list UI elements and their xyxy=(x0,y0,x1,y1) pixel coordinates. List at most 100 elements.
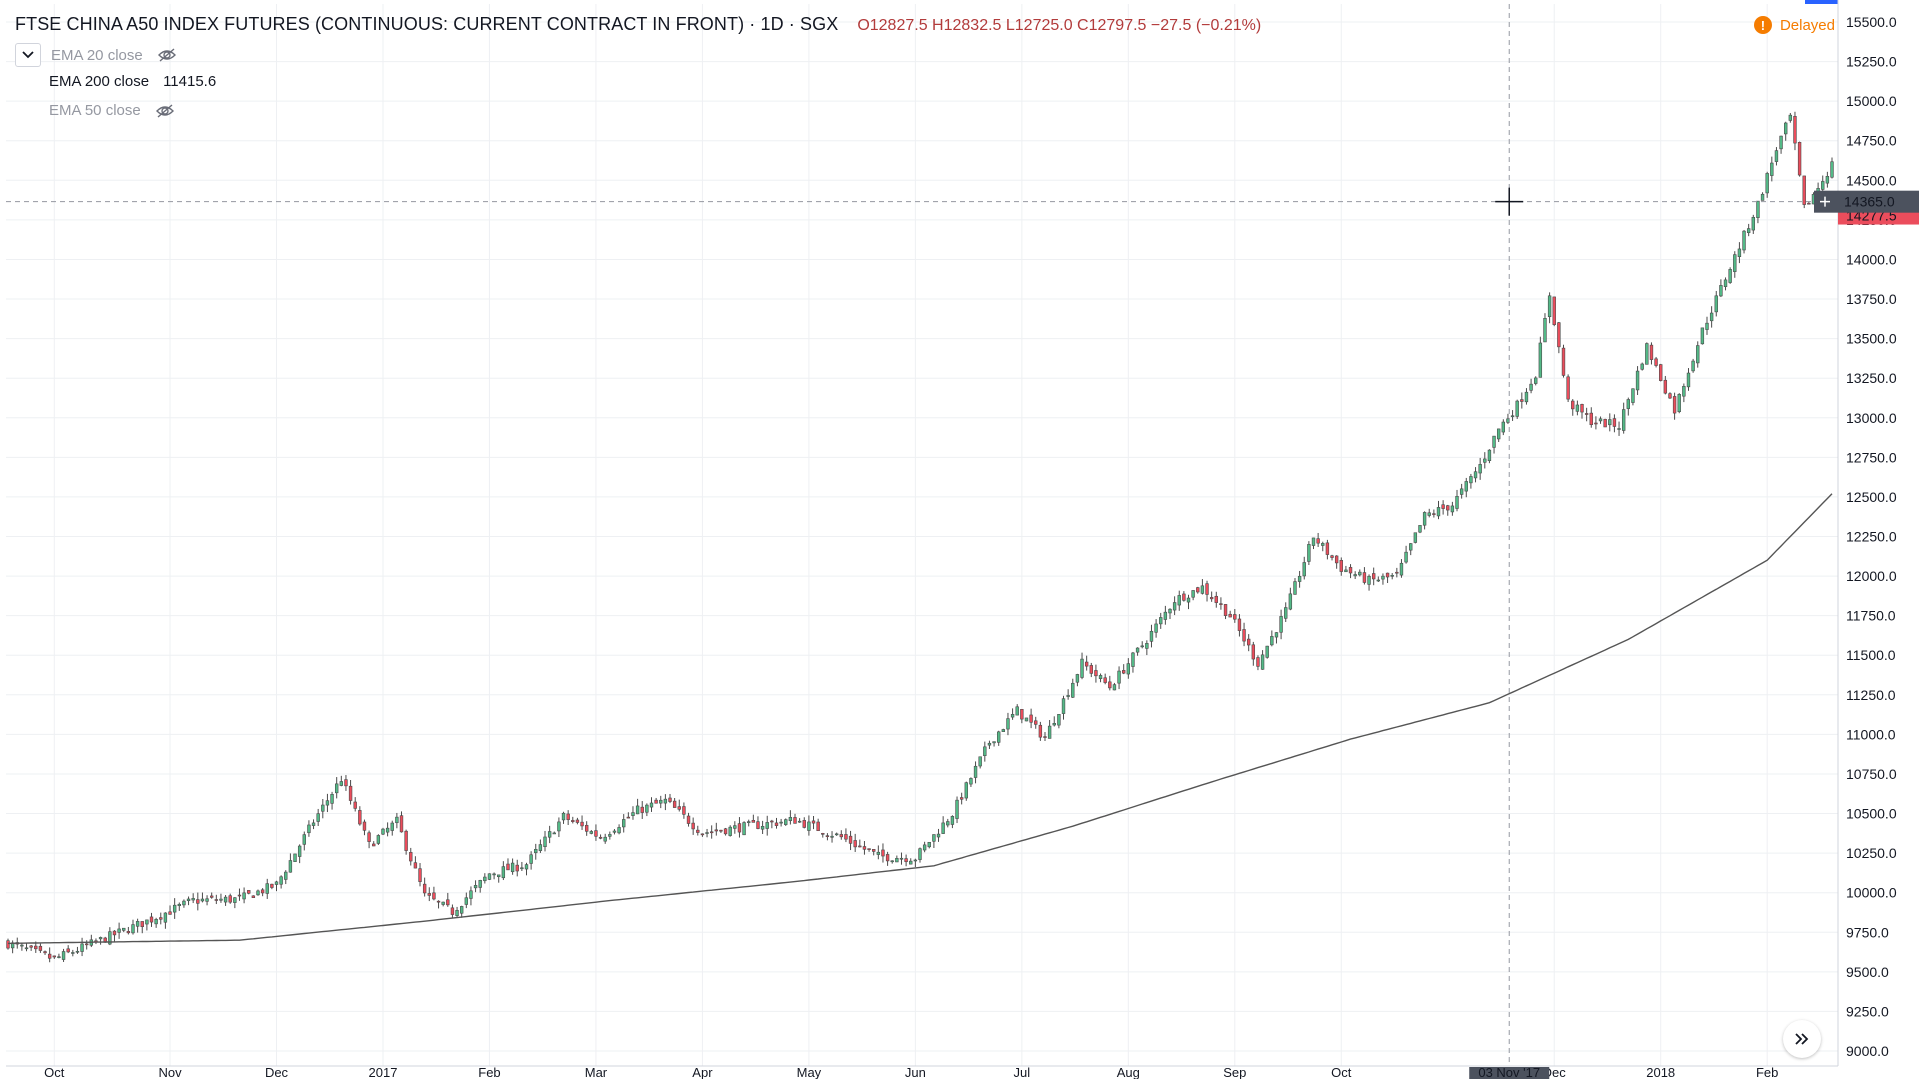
candle-body[interactable] xyxy=(446,899,450,906)
candle-body[interactable] xyxy=(612,830,617,833)
candle-body[interactable] xyxy=(714,829,718,832)
candle-body[interactable] xyxy=(6,940,10,949)
candle-body[interactable] xyxy=(913,859,918,862)
candle-body[interactable] xyxy=(876,851,881,855)
candle-body[interactable] xyxy=(964,782,968,799)
candle-body[interactable] xyxy=(247,890,251,894)
candle-body[interactable] xyxy=(293,853,297,862)
candle-body[interactable] xyxy=(1510,415,1515,418)
candle-body[interactable] xyxy=(797,820,802,823)
candle-body[interactable] xyxy=(1242,629,1246,642)
candle-body[interactable] xyxy=(1260,654,1265,670)
candle-body[interactable] xyxy=(672,800,677,808)
candle-body[interactable] xyxy=(1737,248,1742,258)
candle-body[interactable] xyxy=(1538,342,1543,378)
candle-body[interactable] xyxy=(196,899,200,904)
candle-body[interactable] xyxy=(959,797,964,800)
candle-body[interactable] xyxy=(728,826,732,836)
candle-body[interactable] xyxy=(112,930,117,936)
candle-body[interactable] xyxy=(219,898,223,901)
candle-body[interactable] xyxy=(811,820,816,824)
candle-body[interactable] xyxy=(1760,193,1765,201)
candle-body[interactable] xyxy=(38,945,43,951)
candle-body[interactable] xyxy=(862,846,867,850)
candle-body[interactable] xyxy=(1825,175,1830,184)
candle-body[interactable] xyxy=(1672,396,1677,414)
candle-body[interactable] xyxy=(997,731,1001,743)
candle-body[interactable] xyxy=(1696,345,1700,364)
eye-hidden-icon[interactable] xyxy=(155,103,175,119)
candle-body[interactable] xyxy=(904,858,908,863)
candle-body[interactable] xyxy=(459,906,464,914)
candle-body[interactable] xyxy=(1395,571,1399,574)
candle-body[interactable] xyxy=(1700,327,1705,345)
candle-body[interactable] xyxy=(1594,422,1598,425)
candle-body[interactable] xyxy=(723,828,728,835)
candle-body[interactable] xyxy=(1381,575,1385,580)
candle-body[interactable] xyxy=(1052,723,1056,726)
candle-body[interactable] xyxy=(473,885,478,889)
candle-body[interactable] xyxy=(677,806,681,810)
candle-body[interactable] xyxy=(1682,385,1686,397)
candle-body[interactable] xyxy=(1612,418,1617,427)
candle-body[interactable] xyxy=(131,924,135,934)
candle-body[interactable] xyxy=(483,876,487,882)
candle-body[interactable] xyxy=(922,844,927,851)
candle-body[interactable] xyxy=(1797,141,1802,176)
candle-body[interactable] xyxy=(1580,404,1584,413)
candle-body[interactable] xyxy=(1432,513,1436,515)
candle-body[interactable] xyxy=(399,815,404,833)
candle-body[interactable] xyxy=(321,804,325,812)
candle-body[interactable] xyxy=(325,800,330,806)
candle-body[interactable] xyxy=(1492,435,1496,448)
candle-body[interactable] xyxy=(432,892,436,900)
candle-body[interactable] xyxy=(807,821,811,831)
candle-body[interactable] xyxy=(61,951,66,960)
candle-body[interactable] xyxy=(1284,607,1288,619)
candle-body[interactable] xyxy=(1543,318,1547,343)
candle-body[interactable] xyxy=(1098,675,1103,679)
candle-body[interactable] xyxy=(1293,581,1297,595)
candle-body[interactable] xyxy=(1311,537,1316,546)
candle-body[interactable] xyxy=(705,832,709,834)
candle-body[interactable] xyxy=(1140,645,1144,648)
candle-body[interactable] xyxy=(909,860,913,865)
candle-body[interactable] xyxy=(409,852,413,862)
candle-body[interactable] xyxy=(1515,400,1519,417)
candle-body[interactable] xyxy=(950,816,955,825)
candle-body[interactable] xyxy=(1223,604,1228,616)
candle-body[interactable] xyxy=(774,822,779,826)
candle-body[interactable] xyxy=(71,952,75,954)
candle-body[interactable] xyxy=(1557,322,1561,348)
candle-body[interactable] xyxy=(395,816,399,824)
candle-body[interactable] xyxy=(256,890,260,896)
candle-body[interactable] xyxy=(1589,412,1593,426)
candle-body[interactable] xyxy=(631,812,635,816)
candle-body[interactable] xyxy=(1552,296,1556,325)
candle-body[interactable] xyxy=(242,892,246,900)
candle-body[interactable] xyxy=(1094,670,1098,677)
candle-body[interactable] xyxy=(1339,560,1343,572)
candle-body[interactable] xyxy=(1108,681,1112,689)
candle-body[interactable] xyxy=(20,944,24,947)
candle-body[interactable] xyxy=(1487,449,1492,462)
candle-body[interactable] xyxy=(404,830,408,851)
candle-body[interactable] xyxy=(973,765,978,778)
candle-body[interactable] xyxy=(34,945,38,950)
candle-body[interactable] xyxy=(288,860,293,873)
candle-body[interactable] xyxy=(501,866,506,879)
candle-body[interactable] xyxy=(1089,665,1093,674)
candle-body[interactable] xyxy=(918,848,922,860)
candle-body[interactable] xyxy=(1228,613,1232,618)
candle-body[interactable] xyxy=(1334,555,1339,564)
candle-body[interactable] xyxy=(1006,718,1010,730)
candle-body[interactable] xyxy=(270,883,274,888)
candle-body[interactable] xyxy=(1024,717,1029,722)
candle-body[interactable] xyxy=(1626,399,1630,409)
candle-body[interactable] xyxy=(1459,488,1464,495)
candle-body[interactable] xyxy=(413,862,418,869)
candle-body[interactable] xyxy=(538,844,543,851)
candle-body[interactable] xyxy=(1084,661,1089,667)
candle-body[interactable] xyxy=(742,822,746,836)
candle-body[interactable] xyxy=(1219,603,1223,605)
